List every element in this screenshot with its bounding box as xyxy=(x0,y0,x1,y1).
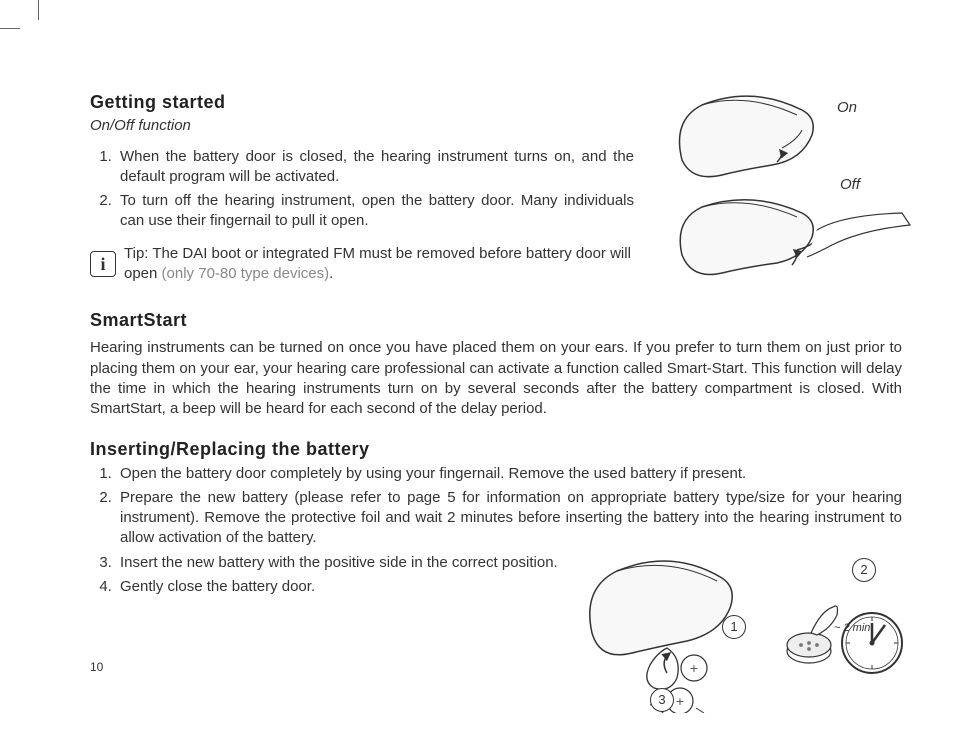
wait-label: ~ 2 min. xyxy=(834,621,873,636)
step-1-badge: 1 xyxy=(722,615,746,639)
tip-row: i Tip: The DAI boot or integrated FM mus… xyxy=(90,244,634,285)
device-on-illustration xyxy=(652,90,827,185)
page-number: 10 xyxy=(90,660,103,674)
battery-items-34: Insert the new battery with the positive… xyxy=(90,553,558,602)
tip-text: Tip: The DAI boot or integrated FM must … xyxy=(124,244,634,285)
svg-text:+: + xyxy=(690,660,698,676)
tip-suffix: . xyxy=(329,265,333,282)
tip-gray: (only 70-80 type devices) xyxy=(162,265,330,282)
smartstart-section: SmartStart Hearing instruments can be tu… xyxy=(90,308,902,419)
device-off-illustration xyxy=(662,195,912,295)
smartstart-body: Hearing instruments can be turned on onc… xyxy=(90,338,902,419)
battery-item-2: Prepare the new battery (please refer to… xyxy=(116,488,902,549)
battery-figure: + + 1 3 xyxy=(572,553,902,723)
on-off-item-1: When the battery door is closed, the hea… xyxy=(116,147,634,188)
crop-marks xyxy=(0,0,60,60)
battery-list-34: Insert the new battery with the positive… xyxy=(90,553,558,598)
battery-item-1: Open the battery door completely by usin… xyxy=(116,464,902,484)
on-off-list: When the battery door is closed, the hea… xyxy=(90,147,634,232)
smartstart-heading: SmartStart xyxy=(90,308,902,332)
battery-section: Inserting/Replacing the battery Open the… xyxy=(90,437,902,722)
getting-started-section: Getting started On/Off function When the… xyxy=(90,90,902,290)
battery-heading: Inserting/Replacing the battery xyxy=(90,437,902,461)
battery-lower-row: Insert the new battery with the positive… xyxy=(90,553,902,723)
off-label: Off xyxy=(840,175,860,195)
on-off-item-2: To turn off the hearing instrument, open… xyxy=(116,191,634,232)
getting-started-heading: Getting started xyxy=(90,90,634,114)
getting-started-text: Getting started On/Off function When the… xyxy=(90,90,638,284)
on-off-figure: On Off xyxy=(652,90,902,290)
on-label: On xyxy=(837,98,857,118)
battery-item-4: Gently close the battery door. xyxy=(116,577,558,597)
svg-text:+: + xyxy=(676,693,684,709)
on-off-subheading: On/Off function xyxy=(90,116,634,136)
battery-item-3: Insert the new battery with the positive… xyxy=(116,553,558,573)
page-content: Getting started On/Off function When the… xyxy=(0,0,962,743)
step-2-badge: 2 xyxy=(852,558,876,582)
battery-list: Open the battery door completely by usin… xyxy=(90,464,902,549)
info-icon: i xyxy=(90,251,116,277)
